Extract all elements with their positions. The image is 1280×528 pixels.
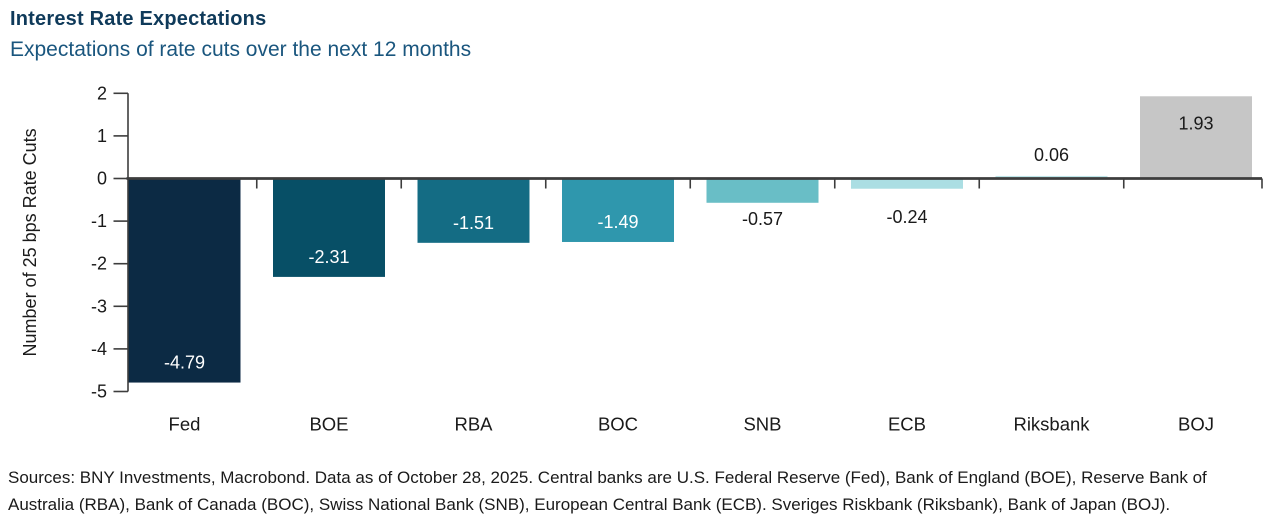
bar-boc bbox=[562, 178, 674, 242]
bar-fed bbox=[128, 178, 241, 383]
x-tick-label-riksbank: Riksbank bbox=[1013, 414, 1090, 435]
x-tick-label-boc: BOC bbox=[598, 414, 638, 435]
x-tick-label-snb: SNB bbox=[743, 414, 781, 435]
value-label-boj: 1.93 bbox=[1178, 113, 1213, 133]
y-tick-label-2: 2 bbox=[97, 83, 107, 103]
bar-rba bbox=[417, 178, 530, 243]
x-tick-label-ecb: ECB bbox=[888, 414, 926, 435]
chart-title: Interest Rate Expectations bbox=[10, 8, 267, 30]
value-label-boe: -2.31 bbox=[308, 247, 349, 267]
value-label-fed: -4.79 bbox=[164, 353, 205, 373]
source-note: Sources: BNY Investments, Macrobond. Dat… bbox=[8, 468, 1207, 514]
y-tick-label-0: 0 bbox=[97, 169, 107, 189]
y-tick-label--4: -4 bbox=[91, 339, 107, 359]
chart-subtitle: Expectations of rate cuts over the next … bbox=[10, 38, 472, 61]
x-tick-label-boe: BOE bbox=[309, 414, 348, 435]
bar-snb bbox=[706, 178, 819, 203]
x-tick-label-boj: BOJ bbox=[1178, 414, 1214, 435]
y-tick-label--3: -3 bbox=[91, 296, 107, 316]
y-axis-title: Number of 25 bps Rate Cuts bbox=[20, 128, 40, 356]
value-label-boc: -1.49 bbox=[597, 212, 638, 232]
bar-chart: 2 1 0 -1 -2 -3 -4 -5 Number of 25 bps Rate Cuts -… bbox=[20, 83, 1263, 435]
y-tick-label-1: 1 bbox=[97, 126, 107, 146]
value-label-snb: -0.57 bbox=[742, 209, 783, 229]
y-tick-label--5: -5 bbox=[91, 382, 107, 402]
bar-ecb bbox=[851, 178, 963, 189]
value-label-rba: -1.51 bbox=[453, 213, 494, 233]
value-label-ecb: -0.24 bbox=[886, 207, 927, 227]
bar-boj bbox=[1140, 96, 1252, 179]
value-label-riksbank: 0.06 bbox=[1034, 145, 1069, 165]
y-tick-label--1: -1 bbox=[91, 211, 107, 231]
y-tick-label--2: -2 bbox=[91, 254, 107, 274]
x-tick-label-rba: RBA bbox=[454, 414, 493, 435]
bar-boe bbox=[273, 178, 385, 277]
x-tick-label-fed: Fed bbox=[169, 414, 201, 435]
